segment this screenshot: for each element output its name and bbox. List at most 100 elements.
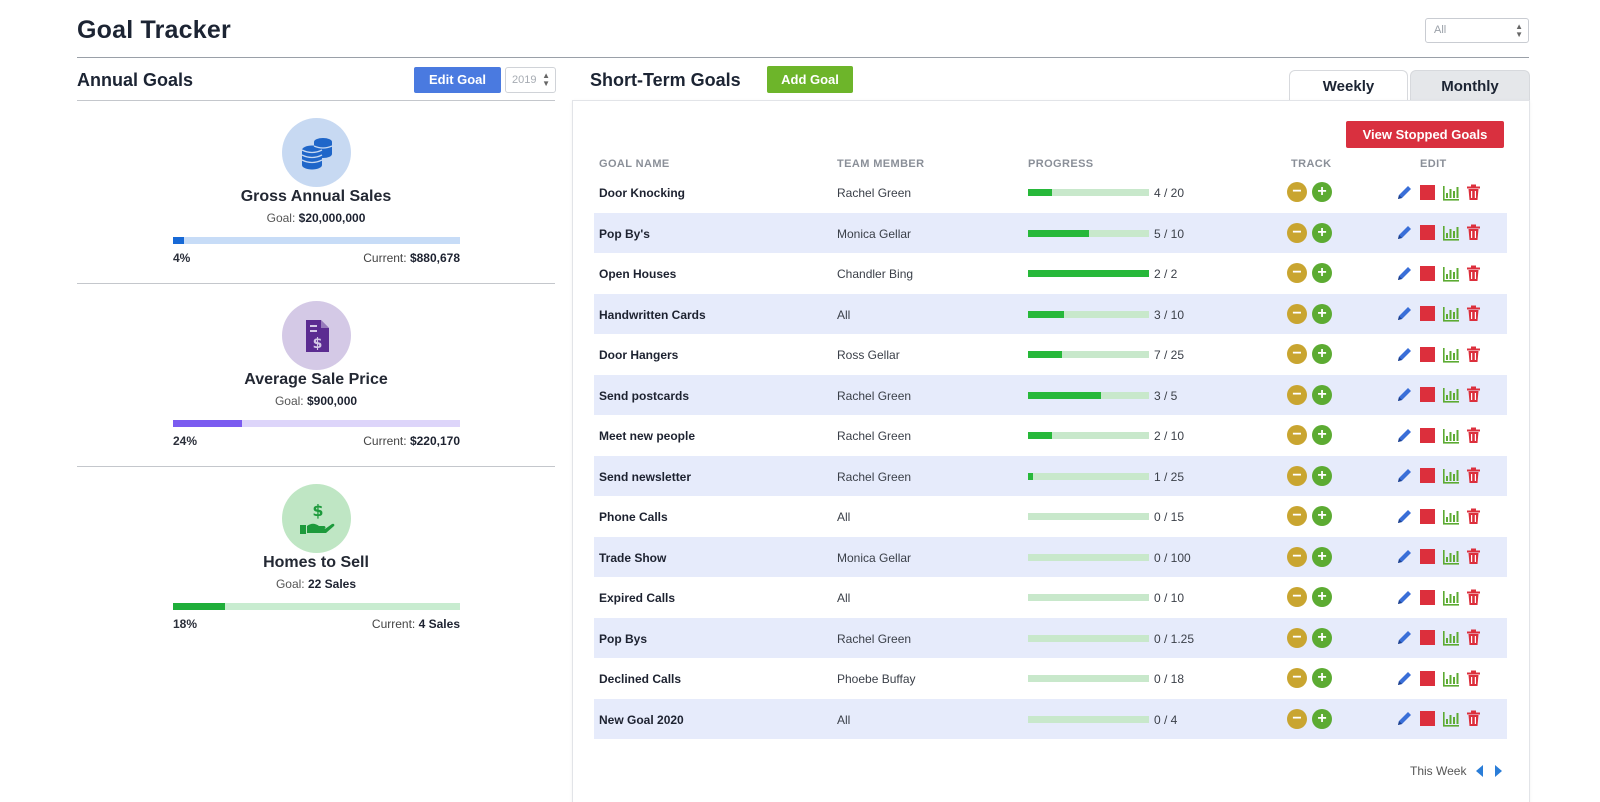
stop-icon[interactable] [1418,183,1437,202]
track-increment-button[interactable]: + [1312,627,1332,648]
trash-icon[interactable] [1464,547,1483,566]
tab-weekly[interactable]: Weekly [1289,70,1408,101]
trash-icon[interactable] [1464,507,1483,526]
track-increment-button[interactable]: + [1312,668,1332,688]
stop-icon[interactable] [1418,304,1437,323]
member-filter-select[interactable]: All ▲ ▼ [1425,18,1529,43]
stop-icon[interactable] [1418,709,1437,728]
bar-chart-icon[interactable] [1441,183,1460,202]
next-week-icon[interactable] [1494,764,1504,778]
stop-icon[interactable] [1418,466,1437,485]
track-increment-button[interactable]: + [1312,506,1332,526]
previous-week-icon[interactable] [1474,764,1484,778]
track-increment-button[interactable]: + [1312,708,1332,729]
stop-icon[interactable] [1418,385,1437,404]
stop-icon[interactable] [1418,264,1437,283]
track-decrement-button[interactable]: − [1287,344,1307,364]
track-decrement-button[interactable]: − [1287,263,1307,283]
trash-icon[interactable] [1464,466,1483,485]
track-increment-button[interactable]: + [1312,263,1332,283]
stop-icon[interactable] [1418,547,1437,566]
trash-icon[interactable] [1464,264,1483,283]
track-decrement-button[interactable]: − [1287,465,1307,486]
pencil-icon[interactable] [1395,304,1414,323]
view-stopped-goals-button[interactable]: View Stopped Goals [1346,121,1504,148]
track-increment-button[interactable]: + [1312,222,1332,243]
pencil-icon[interactable] [1395,709,1414,728]
trash-icon[interactable] [1464,304,1483,323]
trash-icon[interactable] [1464,709,1483,728]
track-increment-button[interactable]: + [1312,425,1332,445]
bar-chart-icon[interactable] [1441,264,1460,283]
team-member-cell: Rachel Green [837,631,912,646]
bar-chart-icon[interactable] [1441,588,1460,607]
bar-chart-icon[interactable] [1441,507,1460,526]
track-decrement-button[interactable]: − [1287,303,1307,324]
trash-icon[interactable] [1464,385,1483,404]
team-member-cell: All [837,591,851,605]
bar-chart-icon[interactable] [1441,547,1460,566]
trash-icon[interactable] [1464,669,1483,688]
pencil-icon[interactable] [1395,466,1414,485]
track-decrement-button[interactable]: − [1287,587,1307,607]
goal-name-cell: Trade Show [599,550,667,565]
track-decrement-button[interactable]: − [1287,546,1307,567]
add-goal-button[interactable]: Add Goal [767,66,853,93]
track-decrement-button[interactable]: − [1287,627,1307,648]
stop-icon[interactable] [1418,223,1437,242]
track-increment-button[interactable]: + [1312,465,1332,486]
stop-icon[interactable] [1418,588,1437,607]
edit-goal-button[interactable]: Edit Goal [414,67,501,93]
pencil-icon[interactable] [1395,223,1414,242]
bar-chart-icon[interactable] [1441,709,1460,728]
stop-icon[interactable] [1418,669,1437,688]
stop-icon[interactable] [1418,628,1437,647]
track-increment-button[interactable]: + [1312,182,1332,202]
year-select[interactable]: 2019 ▲ ▼ [505,67,556,93]
bar-chart-icon[interactable] [1441,669,1460,688]
pencil-icon[interactable] [1395,426,1414,445]
tab-monthly[interactable]: Monthly [1410,70,1530,101]
track-decrement-button[interactable]: − [1287,384,1307,405]
pencil-icon[interactable] [1395,183,1414,202]
track-increment-button[interactable]: + [1312,384,1332,405]
pencil-icon[interactable] [1395,507,1414,526]
track-increment-button[interactable]: + [1312,344,1332,364]
track-decrement-button[interactable]: − [1287,708,1307,729]
bar-chart-icon[interactable] [1441,628,1460,647]
stop-icon[interactable] [1418,507,1437,526]
trash-icon[interactable] [1464,426,1483,445]
track-increment-button[interactable]: + [1312,303,1332,324]
bar-chart-icon[interactable] [1441,466,1460,485]
bar-chart-icon[interactable] [1441,426,1460,445]
annual-goal-name: Gross Annual Sales [240,188,392,205]
trash-icon[interactable] [1464,223,1483,242]
track-decrement-button[interactable]: − [1287,222,1307,243]
goal-progress-text: 2 / 2 [1154,267,1178,281]
pencil-icon[interactable] [1395,628,1414,647]
bar-chart-icon[interactable] [1441,385,1460,404]
bar-chart-icon[interactable] [1441,345,1460,364]
track-decrement-button[interactable]: − [1287,668,1307,688]
trash-icon[interactable] [1464,588,1483,607]
trash-icon[interactable] [1464,183,1483,202]
bar-chart-icon[interactable] [1441,304,1460,323]
track-increment-button[interactable]: + [1312,546,1332,567]
pencil-icon[interactable] [1395,547,1414,566]
goal-target-label: Goal: [275,577,305,591]
trash-icon[interactable] [1464,628,1483,647]
stop-icon[interactable] [1418,345,1437,364]
team-member-cell: Chandler Bing [837,267,914,281]
pencil-icon[interactable] [1395,588,1414,607]
stop-icon[interactable] [1418,426,1437,445]
pencil-icon[interactable] [1395,385,1414,404]
track-decrement-button[interactable]: − [1287,182,1307,202]
track-decrement-button[interactable]: − [1287,425,1307,445]
bar-chart-icon[interactable] [1441,223,1460,242]
track-decrement-button[interactable]: − [1287,506,1307,526]
pencil-icon[interactable] [1395,345,1414,364]
track-increment-button[interactable]: + [1312,587,1332,607]
pencil-icon[interactable] [1395,669,1414,688]
pencil-icon[interactable] [1395,264,1414,283]
trash-icon[interactable] [1464,345,1483,364]
